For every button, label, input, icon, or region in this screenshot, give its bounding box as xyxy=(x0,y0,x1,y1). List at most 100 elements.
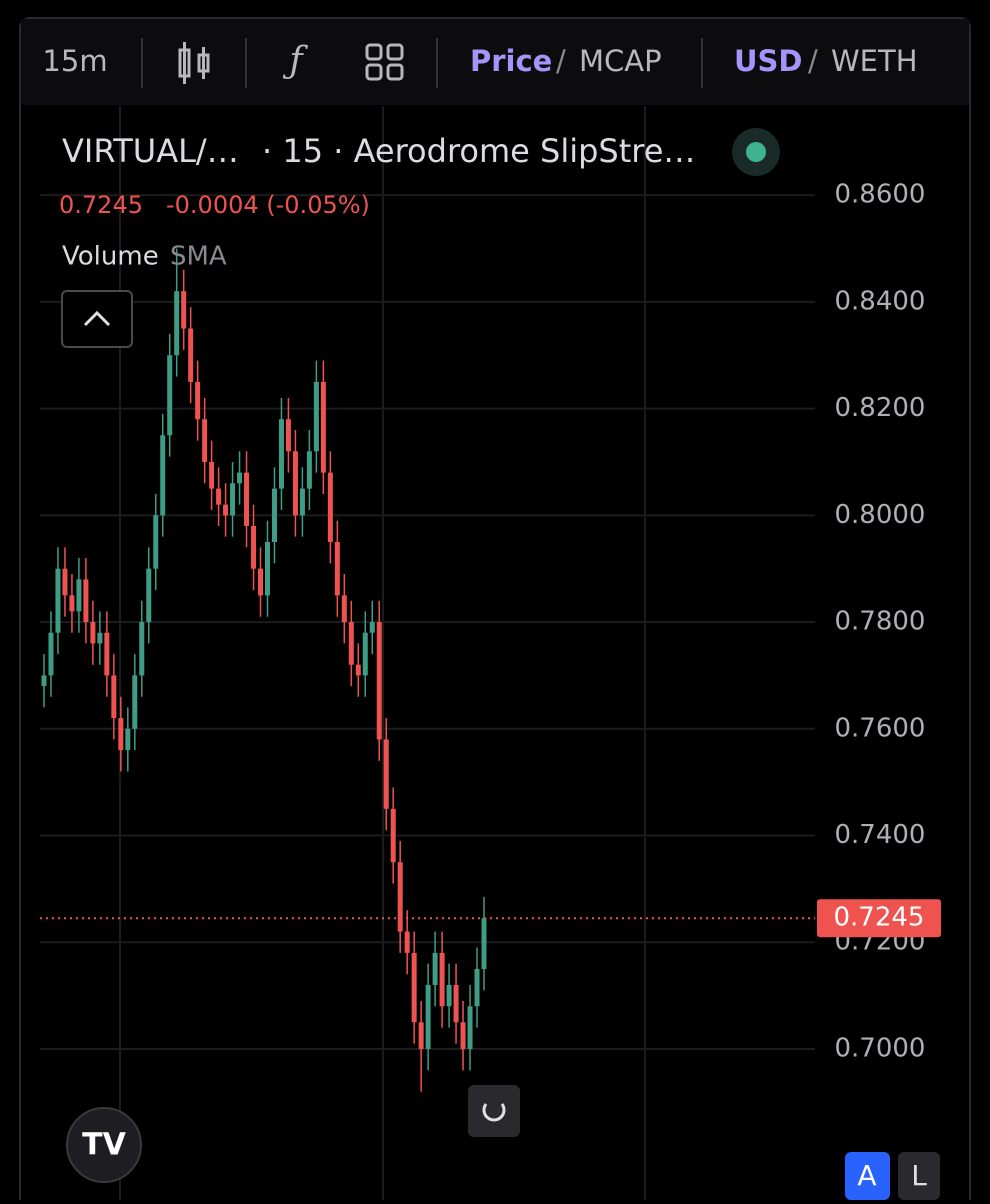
y-tick-label: 0.7000 xyxy=(835,1033,926,1063)
candle-body xyxy=(55,568,61,633)
candle-body xyxy=(306,451,312,489)
indicator-param: SMA xyxy=(170,242,227,272)
log-button[interactable] xyxy=(898,1152,940,1200)
tv-logo-mark: TV xyxy=(82,1128,126,1163)
candle-body xyxy=(439,952,445,1007)
y-tick-label: 0.7800 xyxy=(835,607,926,637)
candle-body xyxy=(481,918,487,969)
candle-body xyxy=(167,355,173,436)
candle-body xyxy=(341,595,347,623)
candle-body xyxy=(216,488,222,505)
candle-body xyxy=(195,381,201,420)
candle-body xyxy=(313,381,319,452)
candle-body xyxy=(258,568,264,596)
tv-logo[interactable] xyxy=(66,1107,142,1183)
candle-body xyxy=(69,595,75,612)
candle-body xyxy=(285,419,291,452)
candle-body xyxy=(418,1022,424,1049)
last-price: 0.7245 xyxy=(59,191,143,219)
candle-body xyxy=(383,739,389,809)
mcap-toggle[interactable]: MCAP xyxy=(579,44,662,78)
candle-body xyxy=(230,483,236,516)
candle-body xyxy=(146,568,152,623)
candle-body xyxy=(209,461,215,489)
layout-icon[interactable] xyxy=(365,43,404,81)
candle-body xyxy=(397,862,403,932)
candle-body xyxy=(446,984,452,1007)
candle-body xyxy=(97,632,103,644)
candle-body xyxy=(202,419,208,462)
y-tick-label: 0.8400 xyxy=(835,286,926,316)
y-tick-label: 0.8000 xyxy=(835,500,926,530)
candle-body xyxy=(41,675,47,687)
candle-body xyxy=(334,541,340,596)
reset-icon xyxy=(482,1103,506,1122)
candle-body xyxy=(390,808,396,863)
weth-toggle[interactable]: WETH xyxy=(831,44,918,78)
candle-body xyxy=(118,718,124,751)
last-price-tag xyxy=(817,899,941,938)
candle-body xyxy=(223,504,229,516)
candle-body xyxy=(237,472,243,484)
y-tick-label: 0.8600 xyxy=(835,180,926,210)
candle-icon[interactable] xyxy=(178,42,210,84)
candle-body xyxy=(62,568,68,596)
source: · 15 · Aerodrome SlipStre… xyxy=(262,132,695,170)
interval[interactable]: 15m xyxy=(42,44,107,78)
candle-body xyxy=(404,931,410,953)
candle-body xyxy=(174,291,180,356)
candle-body xyxy=(425,984,431,1049)
price-toggle[interactable]: Price xyxy=(470,44,552,78)
status-dot xyxy=(746,142,766,162)
candle-body xyxy=(48,632,54,676)
candle-body xyxy=(299,488,305,516)
candle-body xyxy=(474,968,480,1007)
auto-button[interactable] xyxy=(845,1152,890,1200)
separator: / xyxy=(556,44,566,78)
candle-body xyxy=(467,1006,473,1049)
candle-body xyxy=(139,622,145,676)
candle-body xyxy=(320,381,326,473)
candle-body xyxy=(76,579,82,612)
plot xyxy=(40,106,815,1200)
auto-label: A xyxy=(857,1159,876,1192)
candle-body xyxy=(362,632,368,676)
candle-body xyxy=(327,472,333,542)
chevron xyxy=(83,310,111,327)
candle-body xyxy=(348,622,354,665)
usd-toggle[interactable]: USD xyxy=(734,44,803,78)
candle-body xyxy=(432,952,438,985)
candle-body xyxy=(411,952,417,1023)
candle-body xyxy=(188,328,194,382)
last-price-tag-label: 0.7245 xyxy=(834,903,925,933)
candle-body xyxy=(125,728,131,751)
candle-body xyxy=(181,291,187,329)
candle-body xyxy=(278,419,284,489)
reset-button[interactable] xyxy=(468,1085,520,1137)
candle-body xyxy=(244,472,250,526)
candle-body xyxy=(355,664,361,676)
y-tick-label: 0.8200 xyxy=(835,393,926,423)
candle-body xyxy=(160,435,166,516)
candle-body xyxy=(376,622,382,740)
indicator: Volume xyxy=(62,242,159,272)
symbol: VIRTUAL/… xyxy=(62,132,239,170)
candle-body xyxy=(460,1022,466,1049)
candle-body xyxy=(104,632,110,676)
candle-body xyxy=(111,675,117,719)
candle-body xyxy=(292,451,298,516)
separator: / xyxy=(808,44,818,78)
collapse-button[interactable] xyxy=(61,290,133,348)
y-tick-label: 0.7600 xyxy=(835,713,926,743)
candle-body xyxy=(153,515,159,569)
candle-body xyxy=(264,541,270,596)
candle-body xyxy=(369,622,375,633)
candle-body xyxy=(251,525,257,569)
candle-body xyxy=(83,579,89,623)
candle-body xyxy=(453,984,459,1023)
log-label: L xyxy=(911,1159,927,1192)
y-tick-label: 0.7400 xyxy=(835,820,926,850)
candle-body xyxy=(90,622,96,644)
